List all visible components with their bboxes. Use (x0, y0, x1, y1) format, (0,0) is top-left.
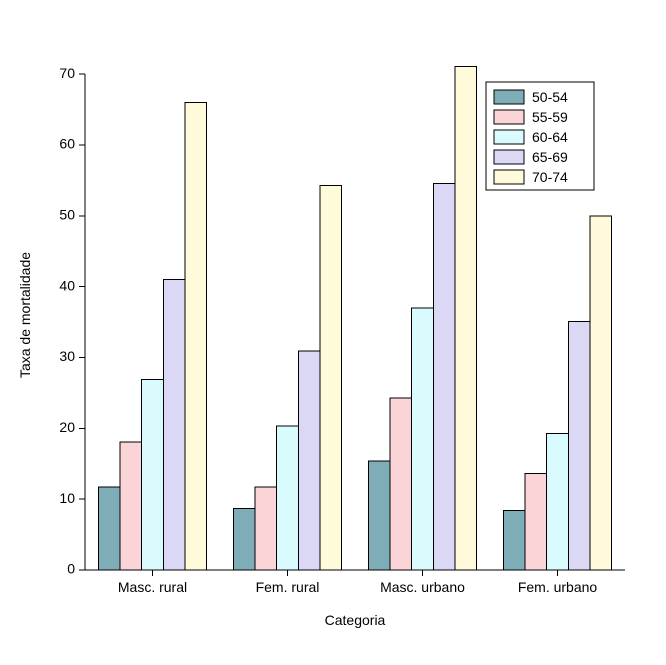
legend-swatch (494, 130, 524, 144)
bar (412, 308, 434, 570)
bar (99, 487, 121, 570)
bar (298, 351, 320, 570)
y-tick-label: 40 (59, 277, 75, 293)
y-tick-label: 10 (59, 490, 75, 506)
bar (568, 321, 590, 570)
x-tick-label: Fem. rural (256, 579, 320, 595)
bar (455, 66, 477, 570)
y-tick-label: 70 (59, 65, 75, 81)
x-tick-label: Fem. urbano (518, 579, 598, 595)
y-tick-label: 50 (59, 207, 75, 223)
bar (525, 474, 547, 570)
y-tick-label: 0 (67, 561, 75, 577)
bar (277, 426, 299, 570)
chart-svg: 0 10 20 30 40 50 60 70 Taxa de mortalidade Masc. … (0, 0, 666, 665)
x-tick-label: Masc. urbano (380, 579, 465, 595)
bar (185, 103, 207, 571)
y-axis-label: Taxa de mortalidade (17, 252, 33, 378)
bar (390, 398, 412, 570)
chart-container: 0 10 20 30 40 50 60 70 Taxa de mortalidade Masc. … (0, 0, 666, 665)
bar (142, 379, 164, 570)
y-tick-label: 30 (59, 348, 75, 364)
legend-label: 60-64 (532, 129, 568, 145)
bar (120, 442, 142, 570)
x-axis-label: Categoria (325, 612, 386, 628)
legend-label: 70-74 (532, 169, 568, 185)
bar (590, 216, 612, 570)
legend-label: 55-59 (532, 109, 568, 125)
bar (369, 461, 391, 570)
y-tick-label: 20 (59, 419, 75, 435)
legend-swatch (494, 150, 524, 164)
bar (433, 183, 455, 570)
bar (504, 511, 526, 571)
legend-swatch (494, 170, 524, 184)
bar (320, 185, 342, 570)
bar (547, 433, 569, 570)
x-tick-label: Masc. rural (118, 579, 187, 595)
legend-label: 50-54 (532, 89, 568, 105)
bar (163, 280, 185, 570)
bar (234, 508, 256, 570)
legend-swatch (494, 90, 524, 104)
legend-label: 65-69 (532, 149, 568, 165)
legend-swatch (494, 110, 524, 124)
bar (255, 487, 277, 570)
y-tick-label: 60 (59, 136, 75, 152)
